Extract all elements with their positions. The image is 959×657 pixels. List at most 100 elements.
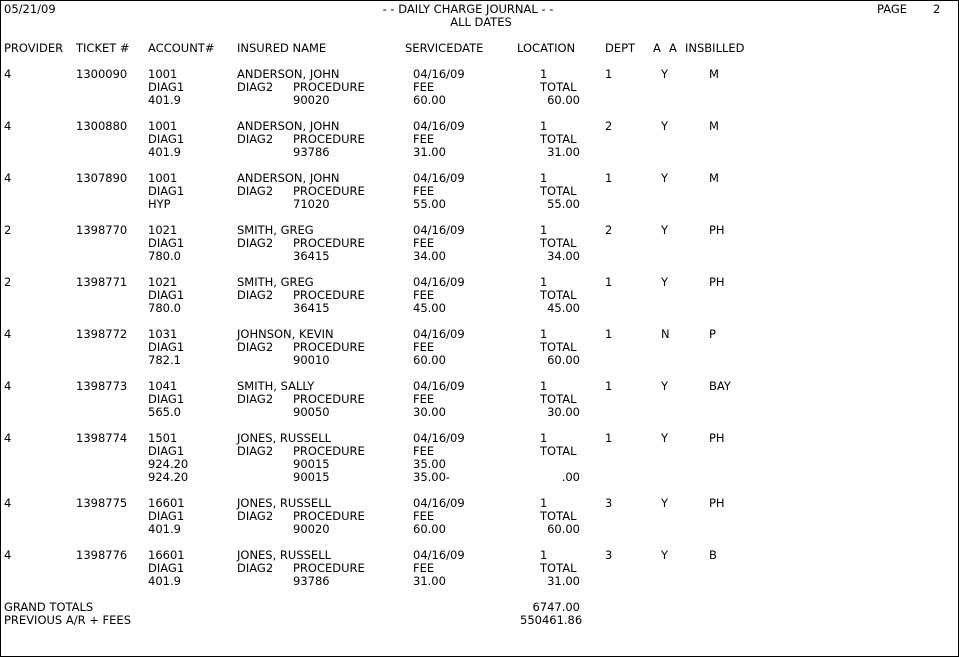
entry-diag2-label: DIAG2: [237, 509, 274, 523]
entry-fee: 55.00: [413, 197, 446, 211]
entry-fee-label: FEE: [413, 132, 435, 146]
entry-procedure-label: PROCEDURE: [293, 561, 365, 575]
entry-a-flag: Y: [661, 67, 669, 81]
entry-fee-label: FEE: [413, 509, 435, 523]
entry-fee-label: FEE: [413, 340, 435, 354]
entry-account: 16601: [148, 548, 185, 562]
entry-procedure-code: 36415: [293, 301, 330, 315]
entry-diag2-label: DIAG2: [237, 561, 274, 575]
entry-total-label: TOTAL: [540, 444, 577, 458]
entry-insbilled: B: [709, 548, 717, 562]
entry-a-flag: N: [661, 327, 670, 341]
entry-servicedate: 04/16/09: [413, 379, 465, 393]
entry-total-label: TOTAL: [540, 561, 577, 575]
page-label: PAGE: [877, 2, 908, 16]
entry-provider: 4: [4, 496, 12, 510]
entry-procedure-code: 90050: [293, 405, 330, 419]
entry-diag-code: 780.0: [148, 301, 181, 315]
entry-procedure-code: 90015: [293, 470, 330, 484]
entry-account: 1021: [148, 223, 178, 237]
entry-total: 60.00: [547, 93, 580, 107]
entry-procedure-label: PROCEDURE: [293, 392, 365, 406]
entry-insured-name: SMITH, GREG: [237, 275, 314, 289]
previous-ar-fees-value: 550461.86: [520, 613, 583, 627]
entry-total: 31.00: [547, 145, 580, 159]
entry-servicedate: 04/16/09: [413, 548, 465, 562]
entry-total: .00: [561, 470, 580, 484]
page-number: 2: [933, 2, 941, 16]
entry-total-label: TOTAL: [540, 80, 577, 94]
report-subtitle: ALL DATES: [450, 15, 512, 29]
entry-insured-name: ANDERSON, JOHN: [237, 171, 340, 185]
entry-location: 1: [540, 67, 548, 81]
entry-diag-code: 782.1: [148, 353, 181, 367]
entry-total-label: TOTAL: [540, 132, 577, 146]
entry-total-label: TOTAL: [540, 288, 577, 302]
entry-location: 1: [540, 548, 548, 562]
entry-total: 45.00: [547, 301, 580, 315]
entry-insured-name: JONES, RUSSELL: [237, 496, 332, 510]
entry-total-label: TOTAL: [540, 509, 577, 523]
report-title: - - DAILY CHARGE JOURNAL - -: [382, 2, 554, 16]
entry-account: 1041: [148, 379, 178, 393]
entry-diag1-label: DIAG1: [148, 561, 185, 575]
entry-insbilled: M: [709, 119, 719, 133]
entry-dept: 1: [605, 171, 613, 185]
entry-ticket: 1398774: [76, 431, 128, 445]
entry-fee: 60.00: [413, 522, 446, 536]
entry-diag1-label: DIAG1: [148, 392, 185, 406]
entry-procedure-code: 93786: [293, 574, 330, 588]
entry-servicedate: 04/16/09: [413, 496, 465, 510]
entry-ticket: 1398771: [76, 275, 128, 289]
entry-diag2-label: DIAG2: [237, 392, 274, 406]
entry-a-flag: Y: [661, 431, 669, 445]
entry-a-flag: Y: [661, 119, 669, 133]
entry-insured-name: ANDERSON, JOHN: [237, 119, 340, 133]
entry-procedure-code: 90020: [293, 522, 330, 536]
entry-insured-name: JONES, RUSSELL: [237, 548, 332, 562]
entry-servicedate: 04/16/09: [413, 119, 465, 133]
entry-provider: 4: [4, 171, 12, 185]
entry-insured-name: JOHNSON, KEVIN: [237, 327, 334, 341]
entry-fee: 31.00: [413, 574, 446, 588]
entry-diag-code: 401.9: [148, 93, 181, 107]
column-header-a2: A: [669, 41, 677, 55]
entry-account: 1031: [148, 327, 178, 341]
entry-fee: 34.00: [413, 249, 446, 263]
entry-servicedate: 04/16/09: [413, 327, 465, 341]
entry-dept: 1: [605, 431, 613, 445]
entry-diag1-label: DIAG1: [148, 509, 185, 523]
entry-fee-label: FEE: [413, 392, 435, 406]
entry-diag-code: 401.9: [148, 145, 181, 159]
entry-dept: 1: [605, 275, 613, 289]
entry-diag2-label: DIAG2: [237, 444, 274, 458]
column-header-account: ACCOUNT#: [148, 41, 215, 55]
entry-servicedate: 04/16/09: [413, 223, 465, 237]
entry-diag2-label: DIAG2: [237, 340, 274, 354]
entry-ticket: 1300880: [76, 119, 128, 133]
entry-procedure-code: 36415: [293, 249, 330, 263]
entry-location: 1: [540, 119, 548, 133]
entry-location: 1: [540, 431, 548, 445]
entry-procedure-label: PROCEDURE: [293, 340, 365, 354]
entry-a-flag: Y: [661, 223, 669, 237]
entry-diag-code: 780.0: [148, 249, 181, 263]
entry-ticket: 1398775: [76, 496, 128, 510]
entry-diag-code: 565.0: [148, 405, 181, 419]
column-header-location: LOCATION: [517, 41, 576, 55]
entry-a-flag: Y: [661, 275, 669, 289]
entry-account: 16601: [148, 496, 185, 510]
entry-total: 34.00: [547, 249, 580, 263]
entry-diag2-label: DIAG2: [237, 236, 274, 250]
entry-provider: 4: [4, 431, 12, 445]
entry-account: 1501: [148, 431, 178, 445]
column-header-ticket: TICKET #: [76, 41, 130, 55]
entry-dept: 1: [605, 327, 613, 341]
entry-fee-label: FEE: [413, 184, 435, 198]
entry-insbilled: BAY: [709, 379, 731, 393]
entry-total: 60.00: [547, 353, 580, 367]
previous-ar-fees-label: PREVIOUS A/R + FEES: [4, 613, 131, 627]
entry-provider: 4: [4, 548, 12, 562]
entry-provider: 4: [4, 119, 12, 133]
